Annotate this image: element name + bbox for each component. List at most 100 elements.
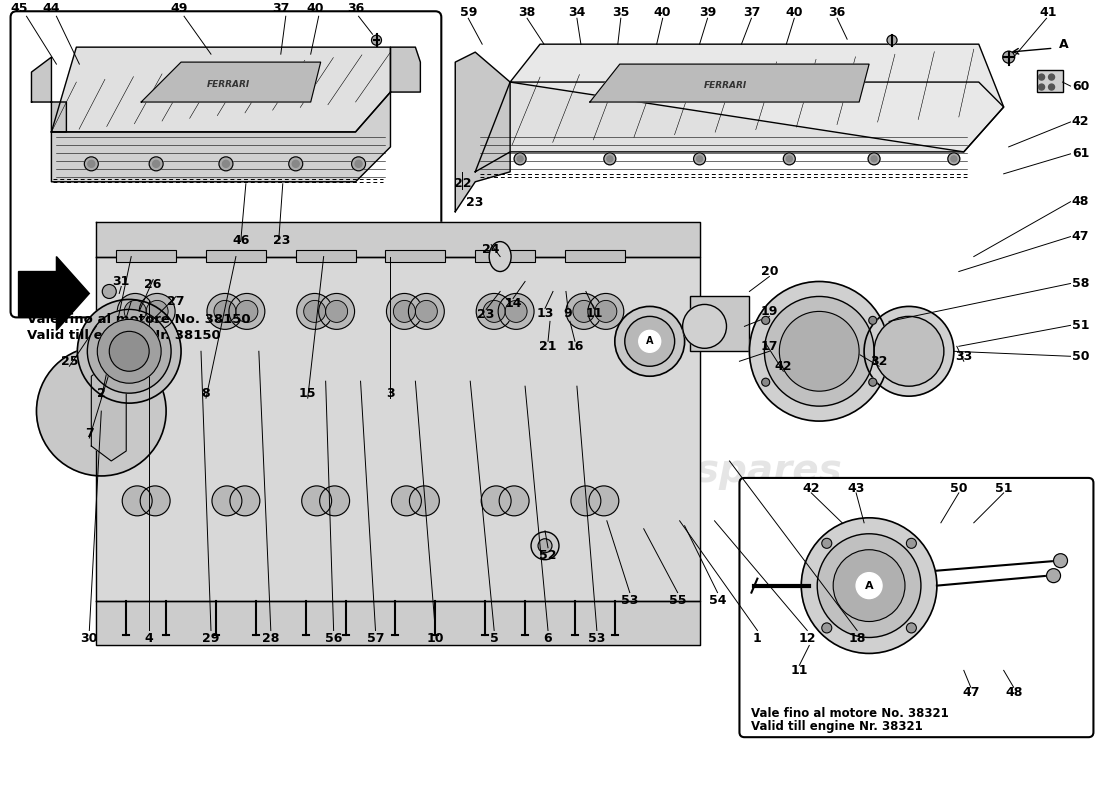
Circle shape bbox=[498, 294, 534, 330]
Text: 2: 2 bbox=[97, 386, 106, 400]
Circle shape bbox=[416, 301, 438, 322]
Circle shape bbox=[483, 301, 505, 322]
Circle shape bbox=[319, 294, 354, 330]
Circle shape bbox=[408, 294, 444, 330]
Text: 4: 4 bbox=[145, 632, 154, 645]
Circle shape bbox=[235, 301, 257, 322]
Text: 55: 55 bbox=[669, 594, 686, 607]
Text: 5: 5 bbox=[490, 632, 498, 645]
Circle shape bbox=[77, 299, 182, 403]
Circle shape bbox=[140, 294, 175, 330]
Circle shape bbox=[1048, 74, 1055, 80]
Bar bbox=[206, 250, 266, 262]
Text: 45: 45 bbox=[11, 2, 29, 15]
Circle shape bbox=[297, 294, 332, 330]
Circle shape bbox=[696, 156, 703, 162]
Circle shape bbox=[783, 153, 795, 165]
Text: 7: 7 bbox=[85, 426, 94, 439]
Circle shape bbox=[786, 156, 792, 162]
Polygon shape bbox=[32, 57, 66, 132]
Polygon shape bbox=[141, 62, 321, 102]
Circle shape bbox=[326, 301, 348, 322]
Text: 53: 53 bbox=[588, 632, 606, 645]
Text: 48: 48 bbox=[1071, 195, 1089, 208]
Circle shape bbox=[761, 378, 770, 386]
FancyBboxPatch shape bbox=[739, 478, 1093, 737]
Text: 53: 53 bbox=[621, 594, 638, 607]
Text: Valid till engine Nr. 38150: Valid till engine Nr. 38150 bbox=[26, 330, 220, 342]
Circle shape bbox=[764, 297, 875, 406]
Text: 52: 52 bbox=[539, 550, 557, 562]
Text: Vale fino al motore No. 38321: Vale fino al motore No. 38321 bbox=[751, 707, 949, 720]
Circle shape bbox=[607, 156, 613, 162]
Text: 32: 32 bbox=[870, 354, 888, 368]
Text: 15: 15 bbox=[299, 386, 317, 400]
Text: 56: 56 bbox=[324, 632, 342, 645]
Circle shape bbox=[222, 160, 230, 167]
Text: 19: 19 bbox=[761, 305, 778, 318]
Text: 26: 26 bbox=[144, 278, 162, 291]
FancyBboxPatch shape bbox=[11, 11, 441, 318]
Circle shape bbox=[212, 486, 242, 516]
Text: FERRARI: FERRARI bbox=[704, 81, 747, 90]
Text: 37: 37 bbox=[272, 2, 289, 15]
Text: 3: 3 bbox=[386, 386, 395, 400]
Text: 50: 50 bbox=[1071, 350, 1089, 362]
Text: 30: 30 bbox=[80, 632, 98, 645]
Circle shape bbox=[779, 311, 859, 391]
Circle shape bbox=[1048, 84, 1055, 90]
Text: 49: 49 bbox=[170, 2, 188, 15]
Text: 14: 14 bbox=[505, 297, 521, 310]
Bar bbox=[565, 250, 625, 262]
Circle shape bbox=[219, 157, 233, 171]
Circle shape bbox=[514, 153, 526, 165]
Text: 39: 39 bbox=[698, 6, 716, 18]
Circle shape bbox=[615, 306, 684, 376]
Circle shape bbox=[124, 301, 146, 322]
Circle shape bbox=[801, 518, 937, 654]
Circle shape bbox=[1054, 554, 1067, 568]
Text: 42: 42 bbox=[1071, 115, 1089, 129]
Circle shape bbox=[392, 486, 421, 516]
Text: 36: 36 bbox=[346, 2, 364, 15]
Text: 48: 48 bbox=[1005, 686, 1022, 699]
Ellipse shape bbox=[490, 242, 512, 271]
Circle shape bbox=[36, 346, 166, 476]
Text: 40: 40 bbox=[653, 6, 671, 18]
Text: 42: 42 bbox=[774, 360, 792, 373]
Text: 24: 24 bbox=[483, 243, 499, 256]
Polygon shape bbox=[91, 362, 127, 461]
Circle shape bbox=[869, 378, 877, 386]
Text: 1: 1 bbox=[754, 632, 762, 645]
Text: 29: 29 bbox=[202, 632, 220, 645]
Polygon shape bbox=[510, 44, 1003, 152]
Text: 37: 37 bbox=[742, 6, 760, 18]
Circle shape bbox=[948, 153, 960, 165]
Circle shape bbox=[85, 157, 98, 171]
Circle shape bbox=[499, 486, 529, 516]
Circle shape bbox=[394, 301, 416, 322]
Circle shape bbox=[573, 301, 595, 322]
Polygon shape bbox=[97, 257, 700, 601]
Circle shape bbox=[587, 294, 624, 330]
Polygon shape bbox=[590, 64, 869, 102]
Polygon shape bbox=[19, 257, 89, 330]
Text: 54: 54 bbox=[708, 594, 726, 607]
Circle shape bbox=[1038, 74, 1045, 80]
Text: 18: 18 bbox=[848, 632, 866, 645]
Text: 33: 33 bbox=[955, 350, 972, 362]
Text: 21: 21 bbox=[539, 340, 557, 353]
Circle shape bbox=[122, 486, 152, 516]
Text: 6: 6 bbox=[543, 632, 552, 645]
Text: 27: 27 bbox=[167, 295, 185, 308]
Circle shape bbox=[109, 331, 150, 371]
Circle shape bbox=[822, 538, 832, 548]
Text: 11: 11 bbox=[585, 307, 603, 320]
Circle shape bbox=[1003, 51, 1014, 63]
Text: 17: 17 bbox=[760, 340, 778, 353]
Text: 58: 58 bbox=[1071, 277, 1089, 290]
Circle shape bbox=[817, 534, 921, 638]
Text: 60: 60 bbox=[1071, 79, 1089, 93]
Circle shape bbox=[517, 156, 524, 162]
Circle shape bbox=[595, 301, 617, 322]
